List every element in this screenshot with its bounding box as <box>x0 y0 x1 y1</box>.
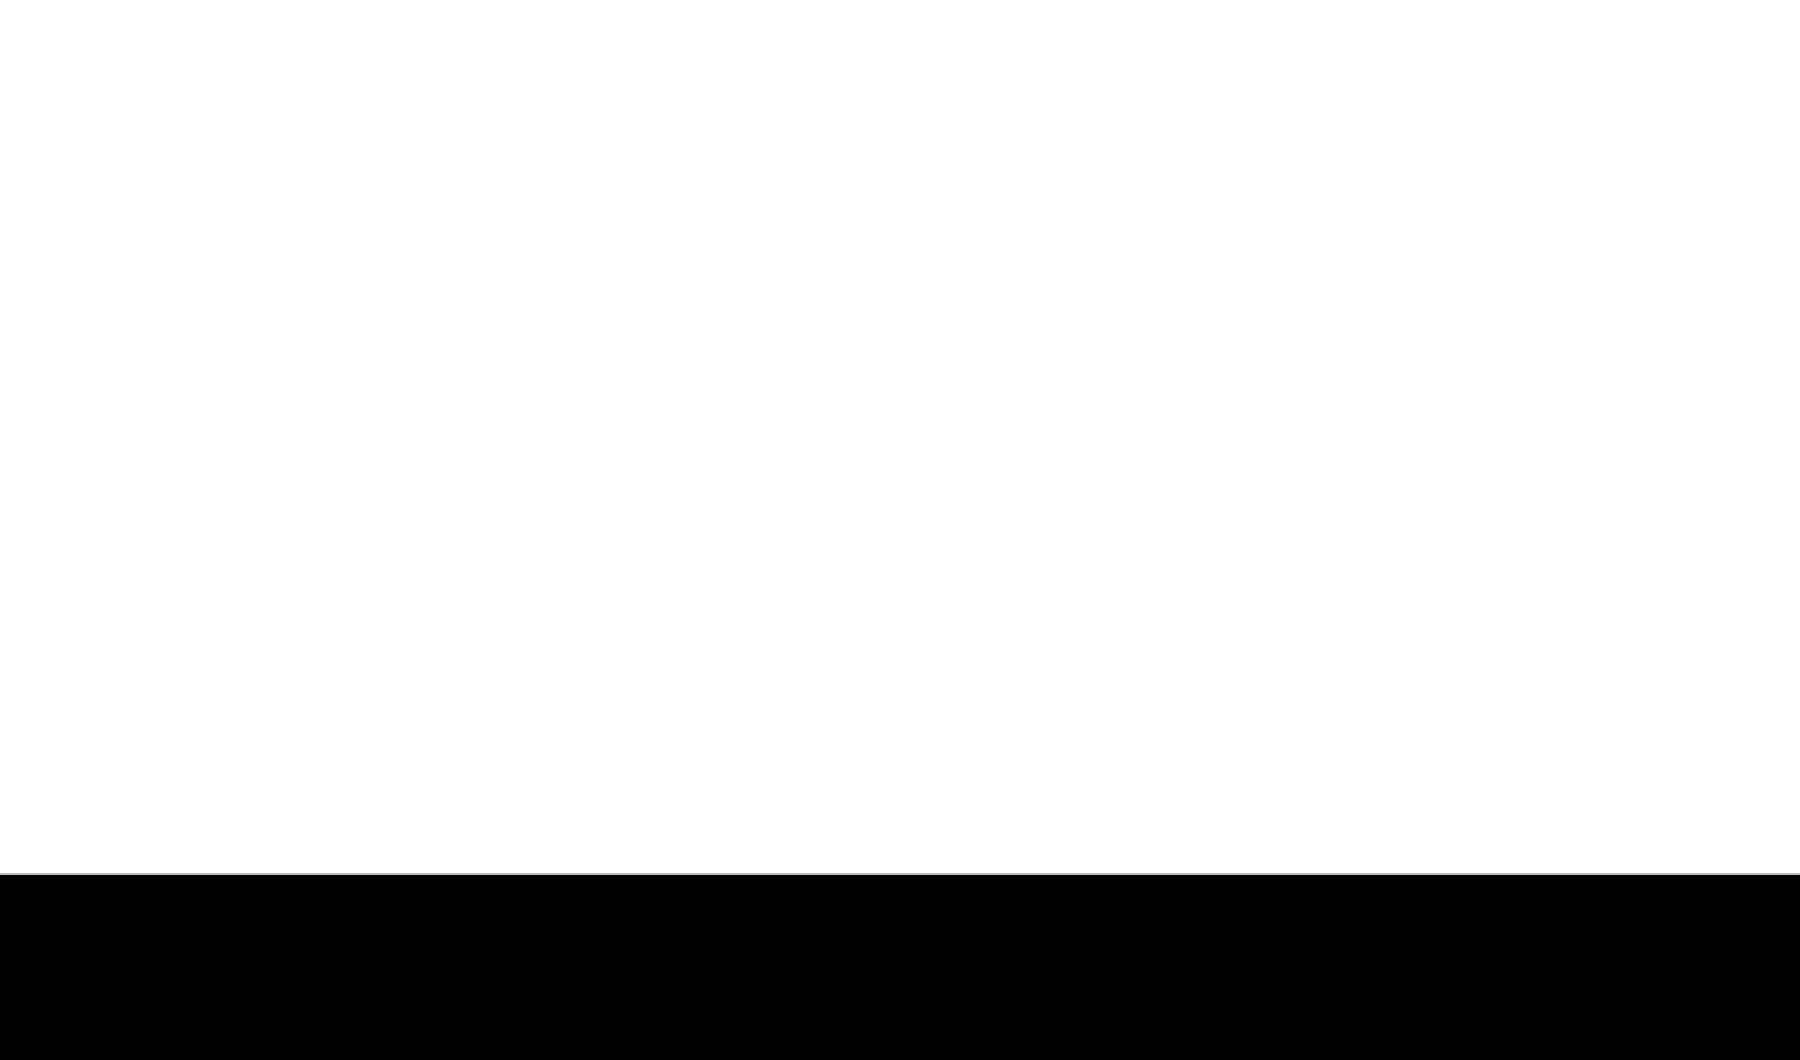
letterbox-bar <box>0 875 1800 1060</box>
figure-content <box>0 0 1800 875</box>
figure-plots-svg <box>0 0 1800 873</box>
